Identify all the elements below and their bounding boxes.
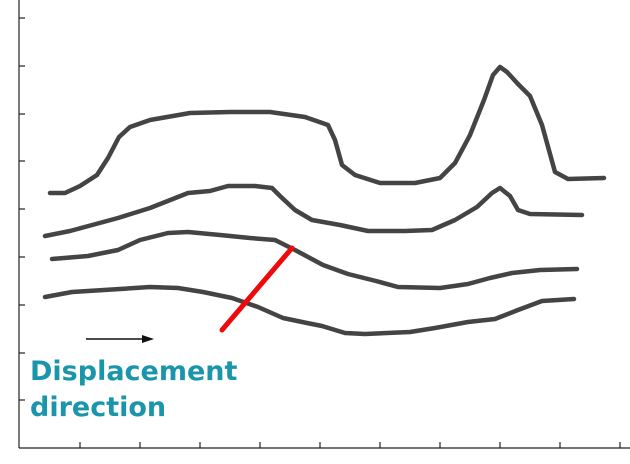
caption-line-2: direction <box>30 392 167 423</box>
caption-line-1: Displacement <box>30 356 238 387</box>
arrow-head-icon <box>142 335 154 343</box>
left-axis-ticks <box>19 17 25 401</box>
profile-line-1 <box>47 64 607 196</box>
displacement-arrow <box>86 335 154 343</box>
profile-line-4 <box>42 284 577 337</box>
bottom-axis-ticks <box>79 442 621 448</box>
frame-axes <box>18 0 630 449</box>
profile-line-3 <box>49 229 580 291</box>
profile-line-2 <box>42 183 585 239</box>
profile-lines <box>42 64 607 337</box>
fault-line <box>219 245 295 333</box>
